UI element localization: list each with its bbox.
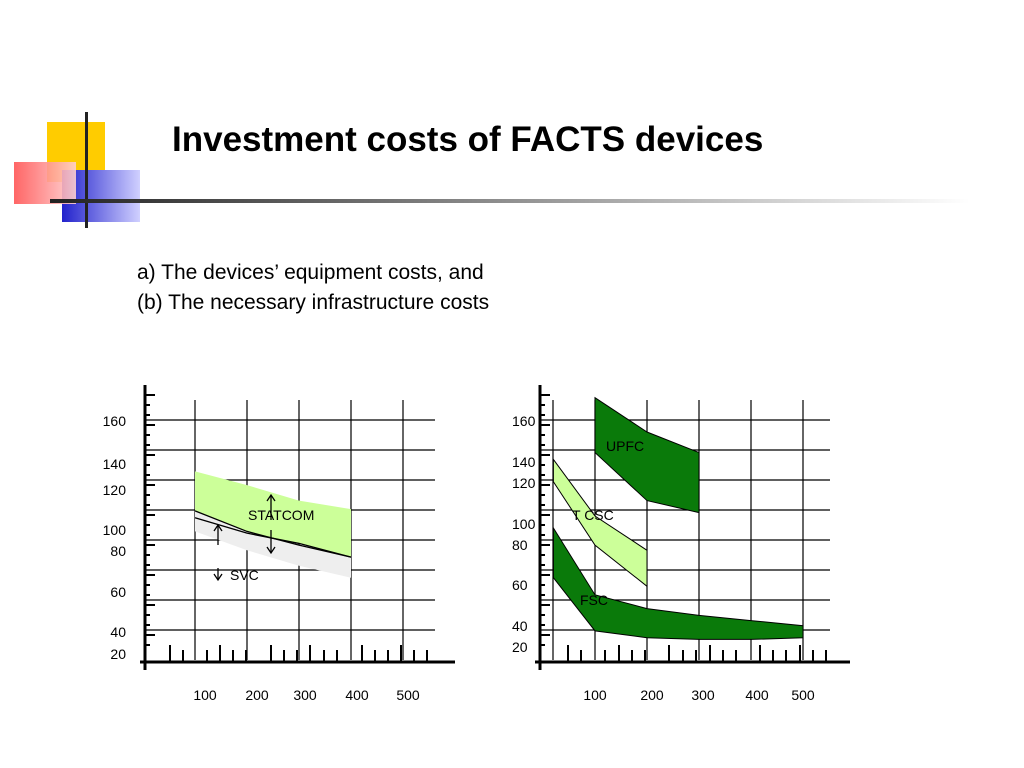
curve-svc-upper — [194, 510, 352, 558]
x-tick-label: 500 — [396, 687, 420, 703]
x-tick-label: 200 — [640, 687, 664, 703]
y-tick-label: 160 — [512, 413, 536, 429]
area-statcom — [195, 471, 351, 558]
y-tick-label: 40 — [110, 624, 126, 640]
x-tick-label: 300 — [691, 687, 715, 703]
y-tick-label: 140 — [103, 456, 127, 472]
arrow-statcom-up-head — [266, 493, 276, 502]
x-tick-label: 100 — [193, 687, 217, 703]
x-tick-label: 400 — [745, 687, 769, 703]
y-tick-label: 120 — [103, 482, 127, 498]
series-label-svc: SVC — [230, 567, 259, 583]
y-tick-label: 40 — [512, 618, 528, 634]
area-svc — [195, 510, 351, 578]
arrow-statcom-down-head — [266, 546, 276, 555]
arrow-svc-up-head — [213, 523, 223, 532]
page-title: Investment costs of FACTS devices — [172, 120, 764, 159]
subtitle: a) The devices’ equipment costs, and (b)… — [137, 258, 489, 318]
chart-2: 160 140 120 100 80 60 40 20 100 200 300 400 500 UPFC T… — [512, 385, 850, 703]
x-tick-label: 300 — [293, 687, 317, 703]
area-upfc — [594, 396, 700, 514]
series-label-upfc: UPFC — [606, 438, 644, 454]
series-label-statcom: STATCOM — [248, 507, 314, 523]
series-label-t-csc: T CSC — [572, 507, 614, 523]
y-tick-label: 20 — [512, 639, 528, 655]
area-t-csc — [552, 457, 648, 588]
y-tick-label: 60 — [512, 577, 528, 593]
y-tick-label: 160 — [103, 413, 127, 429]
y-tick-label: 80 — [110, 543, 126, 559]
x-tick-label: 100 — [583, 687, 607, 703]
y-tick-label: 120 — [512, 475, 536, 491]
y-tick-label: 100 — [103, 522, 127, 538]
chart-1: 160 140 120 100 80 60 40 20 100 200 300 400 500 STATC… — [103, 385, 455, 703]
y-tick-label: 20 — [110, 646, 126, 662]
y-tick-label: 60 — [110, 584, 126, 600]
subtitle-line-1: a) The devices’ equipment costs, and — [137, 261, 484, 284]
x-tick-label: 400 — [345, 687, 369, 703]
series-label-fsc: FSC — [580, 592, 608, 608]
area-fsc — [552, 526, 804, 640]
arrow-svc-down-head — [213, 573, 223, 582]
y-tick-label: 100 — [512, 516, 536, 532]
subtitle-line-2: (b) The necessary infrastructure costs — [137, 291, 490, 314]
x-tick-label: 500 — [791, 687, 815, 703]
x-tick-label: 200 — [245, 687, 269, 703]
y-tick-label: 80 — [512, 537, 528, 553]
y-tick-label: 140 — [512, 454, 536, 470]
